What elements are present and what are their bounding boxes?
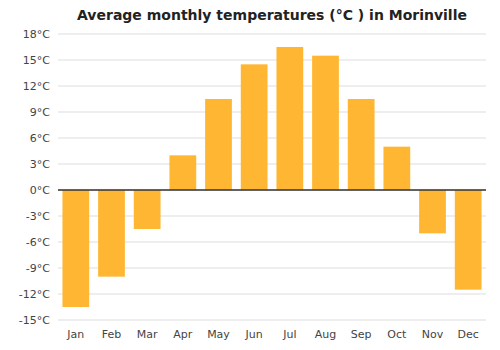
y-tick-label: -9°C [26, 262, 50, 275]
bar [312, 56, 339, 190]
y-tick-label: 0°C [30, 184, 50, 197]
x-tick-label: Jun [245, 328, 263, 341]
y-tick-label: -6°C [26, 236, 50, 249]
chart-container: Average monthly temperatures (°C ) in Mo… [0, 0, 500, 350]
bar [348, 99, 375, 190]
bar [134, 190, 161, 229]
x-tick-label: Sep [351, 328, 372, 341]
x-tick-label: Dec [458, 328, 479, 341]
title: Average monthly temperatures (°C ) in Mo… [77, 7, 467, 23]
grid-line [58, 320, 486, 321]
grid-line [58, 294, 486, 295]
grid-line [58, 112, 486, 113]
bar [455, 190, 482, 290]
grid-line [58, 34, 486, 35]
x-tick-label: Jan [66, 328, 84, 341]
grid-line [58, 164, 486, 165]
bar [62, 190, 89, 307]
x-tick-label: Mar [137, 328, 158, 341]
grid-line [58, 190, 486, 191]
grid [58, 34, 486, 320]
bar [169, 155, 196, 190]
y-tick-label: 18°C [23, 28, 50, 41]
x-tick-label: Aug [315, 328, 336, 341]
x-tick-label: Feb [102, 328, 121, 341]
y-tick-label: 6°C [30, 132, 50, 145]
bar [383, 147, 410, 190]
y-tick-label: 15°C [23, 54, 50, 67]
grid-line [58, 60, 486, 61]
y-tick-label: 12°C [23, 80, 50, 93]
y-tick-label: -3°C [26, 210, 50, 223]
x-tick-label: Apr [173, 328, 193, 341]
y-tick-label: 3°C [30, 158, 50, 171]
y-tick-label: -15°C [19, 314, 50, 327]
y-tick-label: -12°C [19, 288, 50, 301]
grid-line [58, 138, 486, 139]
y-tick-label: 9°C [30, 106, 50, 119]
bar [205, 99, 232, 190]
bar [98, 190, 125, 277]
x-tick-label: Nov [422, 328, 444, 341]
zero-line [58, 189, 486, 191]
bars [62, 47, 481, 307]
x-tick-label: May [207, 328, 230, 341]
x-tick-label: Oct [387, 328, 407, 341]
bar [276, 47, 303, 190]
bar [419, 190, 446, 233]
chart: Average monthly temperatures (°C ) in Mo… [0, 0, 500, 350]
bar [241, 64, 268, 190]
grid-line [58, 86, 486, 87]
x-tick-label: Jul [282, 328, 296, 341]
